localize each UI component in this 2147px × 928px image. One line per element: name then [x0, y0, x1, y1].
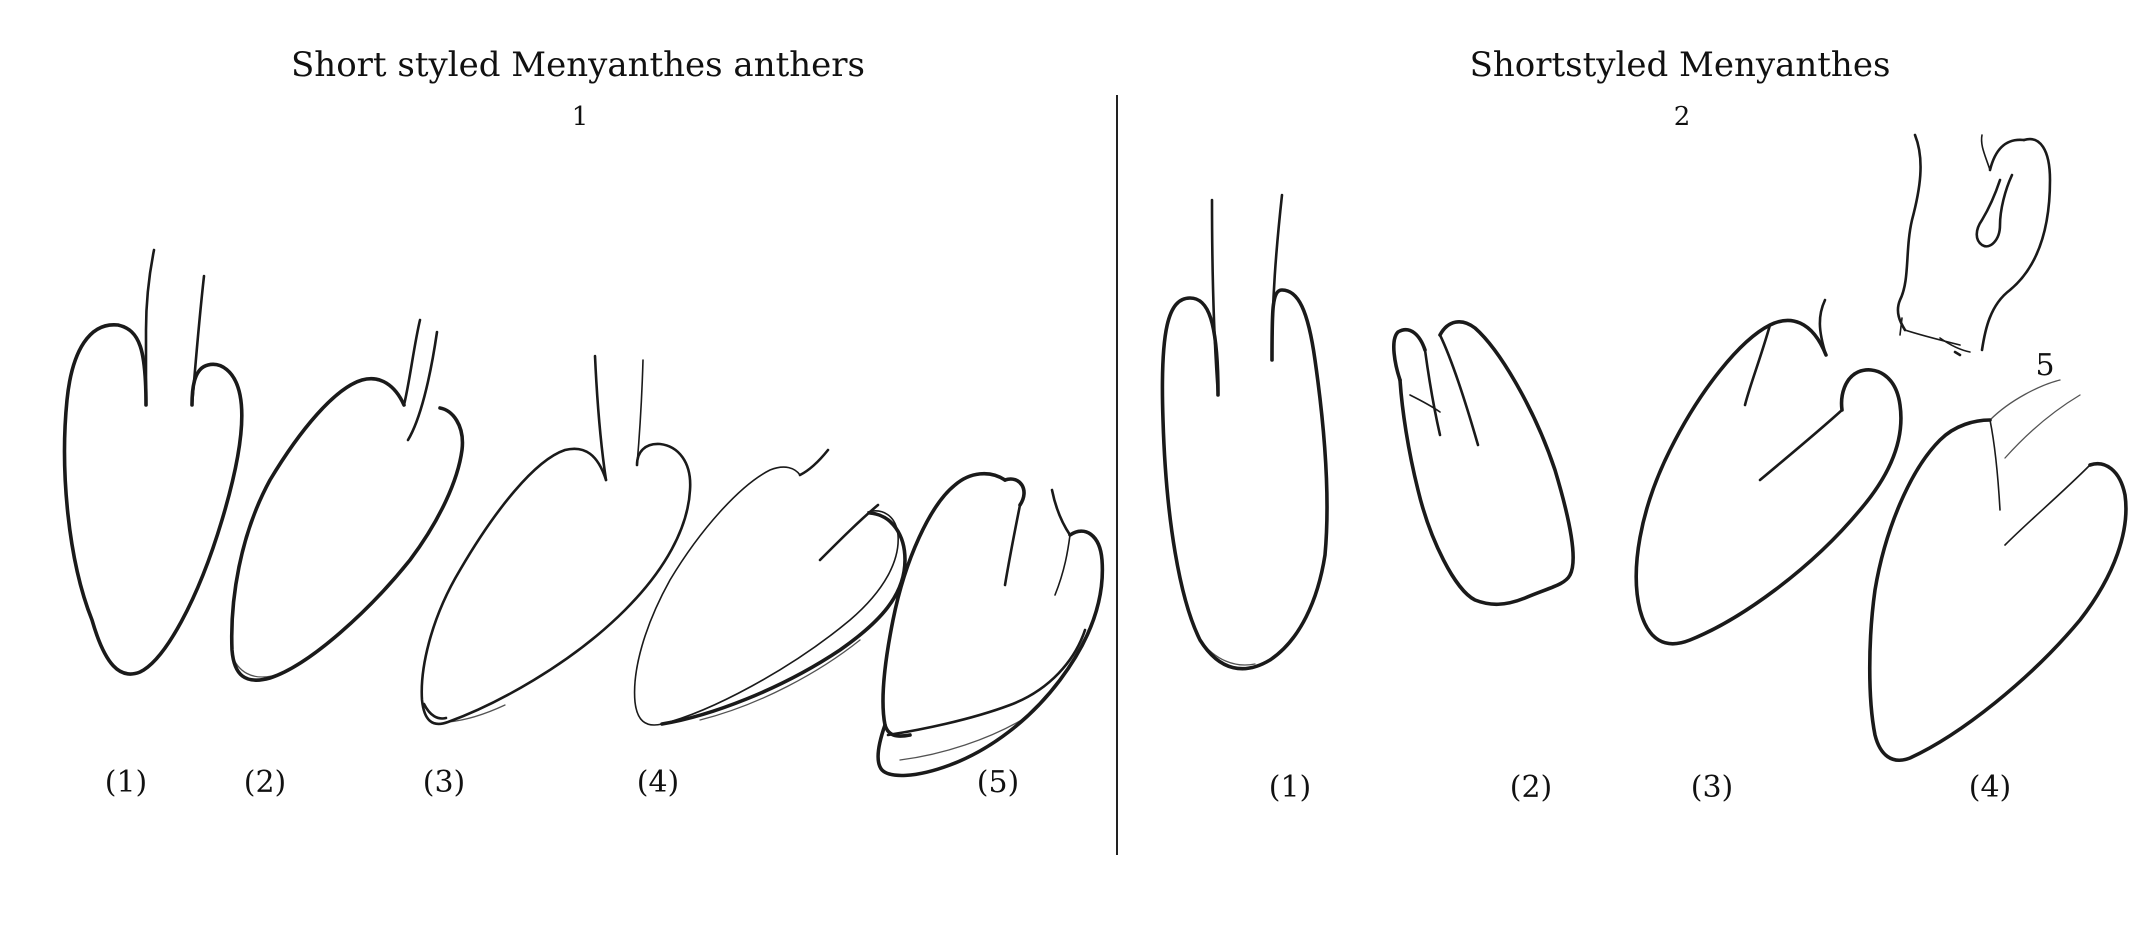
panel-1-label-4: (4) — [637, 765, 680, 800]
panel-1-anther-2-sketch — [232, 320, 463, 680]
panel-2-anther-5-sketch — [1898, 135, 2050, 355]
panel-2-anther-4-sketch — [1870, 380, 2126, 760]
panel-2-label-1: (1) — [1269, 770, 1312, 805]
panel-2-label-3: (3) — [1691, 770, 1734, 805]
panel-2-label-2: (2) — [1510, 770, 1553, 805]
panel-1-anther-4-sketch — [635, 450, 905, 725]
panel-1-label-2: (2) — [244, 765, 287, 800]
panel-2-anther-3-sketch — [1636, 300, 1901, 644]
panel-1-anther-5-sketch — [878, 474, 1102, 776]
panel-1-anther-1-sketch — [65, 250, 242, 674]
panel-2-anther-2-sketch — [1394, 322, 1573, 604]
panel-2-label-4: (4) — [1969, 770, 2012, 805]
panel-1-label-3: (3) — [423, 765, 466, 800]
panel-1-anther-3-sketch — [422, 356, 690, 724]
panel-2-label-5-extra: 5 — [2035, 348, 2054, 383]
panel-1-label-1: (1) — [105, 765, 148, 800]
panel-2-anther-1-sketch — [1162, 195, 1327, 669]
panel-1-label-5: (5) — [977, 765, 1020, 800]
